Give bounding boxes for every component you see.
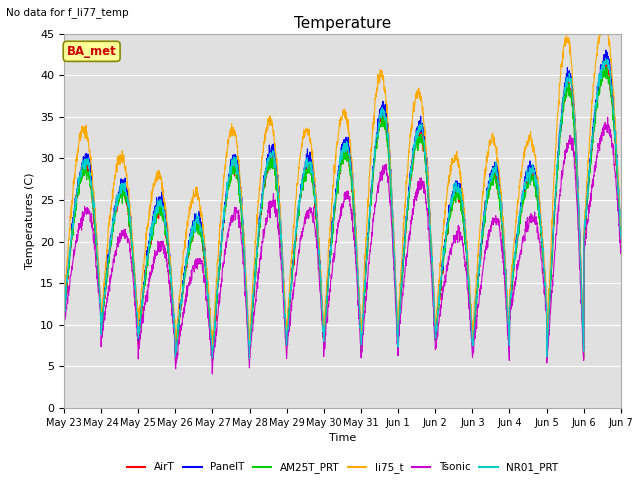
Text: BA_met: BA_met xyxy=(67,45,116,58)
PanelT xyxy=(216,265,223,271)
AM25T_PRT xyxy=(216,267,223,273)
PanelT xyxy=(359,314,367,320)
Tsonic xyxy=(371,204,379,209)
Legend: AirT, PanelT, AM25T_PRT, li75_t, Tsonic, NR01_PRT: AirT, PanelT, AM25T_PRT, li75_t, Tsonic,… xyxy=(122,458,563,478)
Tsonic xyxy=(584,221,591,227)
AM25T_PRT xyxy=(568,102,575,108)
Tsonic xyxy=(568,147,575,153)
AM25T_PRT xyxy=(371,159,379,165)
NR01_PRT xyxy=(359,317,367,323)
AM25T_PRT xyxy=(617,238,625,243)
Line: AM25T_PRT: AM25T_PRT xyxy=(64,67,621,361)
Text: No data for f_li77_temp: No data for f_li77_temp xyxy=(6,7,129,18)
li75_t xyxy=(60,301,68,307)
NR01_PRT xyxy=(584,193,591,199)
AirT xyxy=(216,270,223,276)
AM25T_PRT xyxy=(504,327,512,333)
li75_t xyxy=(596,31,604,36)
AM25T_PRT xyxy=(602,64,610,70)
AirT xyxy=(358,325,366,331)
NR01_PRT xyxy=(216,261,223,267)
Line: Tsonic: Tsonic xyxy=(64,117,621,374)
AirT xyxy=(504,321,512,326)
li75_t xyxy=(371,107,379,112)
Y-axis label: Temperatures (C): Temperatures (C) xyxy=(24,172,35,269)
PanelT xyxy=(568,84,575,89)
AirT xyxy=(568,92,575,98)
X-axis label: Time: Time xyxy=(329,433,356,443)
Line: AirT: AirT xyxy=(64,60,621,360)
li75_t xyxy=(568,63,575,69)
Tsonic xyxy=(604,114,611,120)
AirT xyxy=(601,58,609,63)
NR01_PRT xyxy=(504,319,512,325)
li75_t xyxy=(504,318,512,324)
NR01_PRT xyxy=(602,56,609,61)
AirT xyxy=(617,239,625,244)
Tsonic xyxy=(504,336,512,342)
Tsonic xyxy=(617,244,625,250)
AM25T_PRT xyxy=(60,306,68,312)
Line: li75_t: li75_t xyxy=(64,34,621,349)
PanelT xyxy=(209,351,216,357)
PanelT xyxy=(504,321,512,327)
Line: PanelT: PanelT xyxy=(64,50,621,354)
Title: Temperature: Temperature xyxy=(294,16,391,31)
AM25T_PRT xyxy=(584,195,591,201)
PanelT xyxy=(617,235,625,241)
li75_t xyxy=(216,240,223,246)
NR01_PRT xyxy=(60,312,68,318)
li75_t xyxy=(617,224,625,229)
NR01_PRT xyxy=(568,84,575,90)
AirT xyxy=(543,357,550,362)
PanelT xyxy=(371,149,379,155)
AirT xyxy=(60,308,68,314)
AM25T_PRT xyxy=(246,359,253,364)
NR01_PRT xyxy=(246,356,253,361)
li75_t xyxy=(359,303,367,309)
Tsonic xyxy=(209,371,216,377)
PanelT xyxy=(584,188,591,193)
Line: NR01_PRT: NR01_PRT xyxy=(64,59,621,359)
NR01_PRT xyxy=(617,235,625,241)
Tsonic xyxy=(359,334,367,340)
Tsonic xyxy=(60,321,68,326)
AirT xyxy=(584,199,591,205)
AirT xyxy=(371,156,378,162)
li75_t xyxy=(246,346,253,352)
PanelT xyxy=(60,311,68,317)
AM25T_PRT xyxy=(359,317,367,323)
Tsonic xyxy=(216,300,223,306)
NR01_PRT xyxy=(371,153,379,158)
li75_t xyxy=(584,176,591,181)
PanelT xyxy=(602,47,610,53)
